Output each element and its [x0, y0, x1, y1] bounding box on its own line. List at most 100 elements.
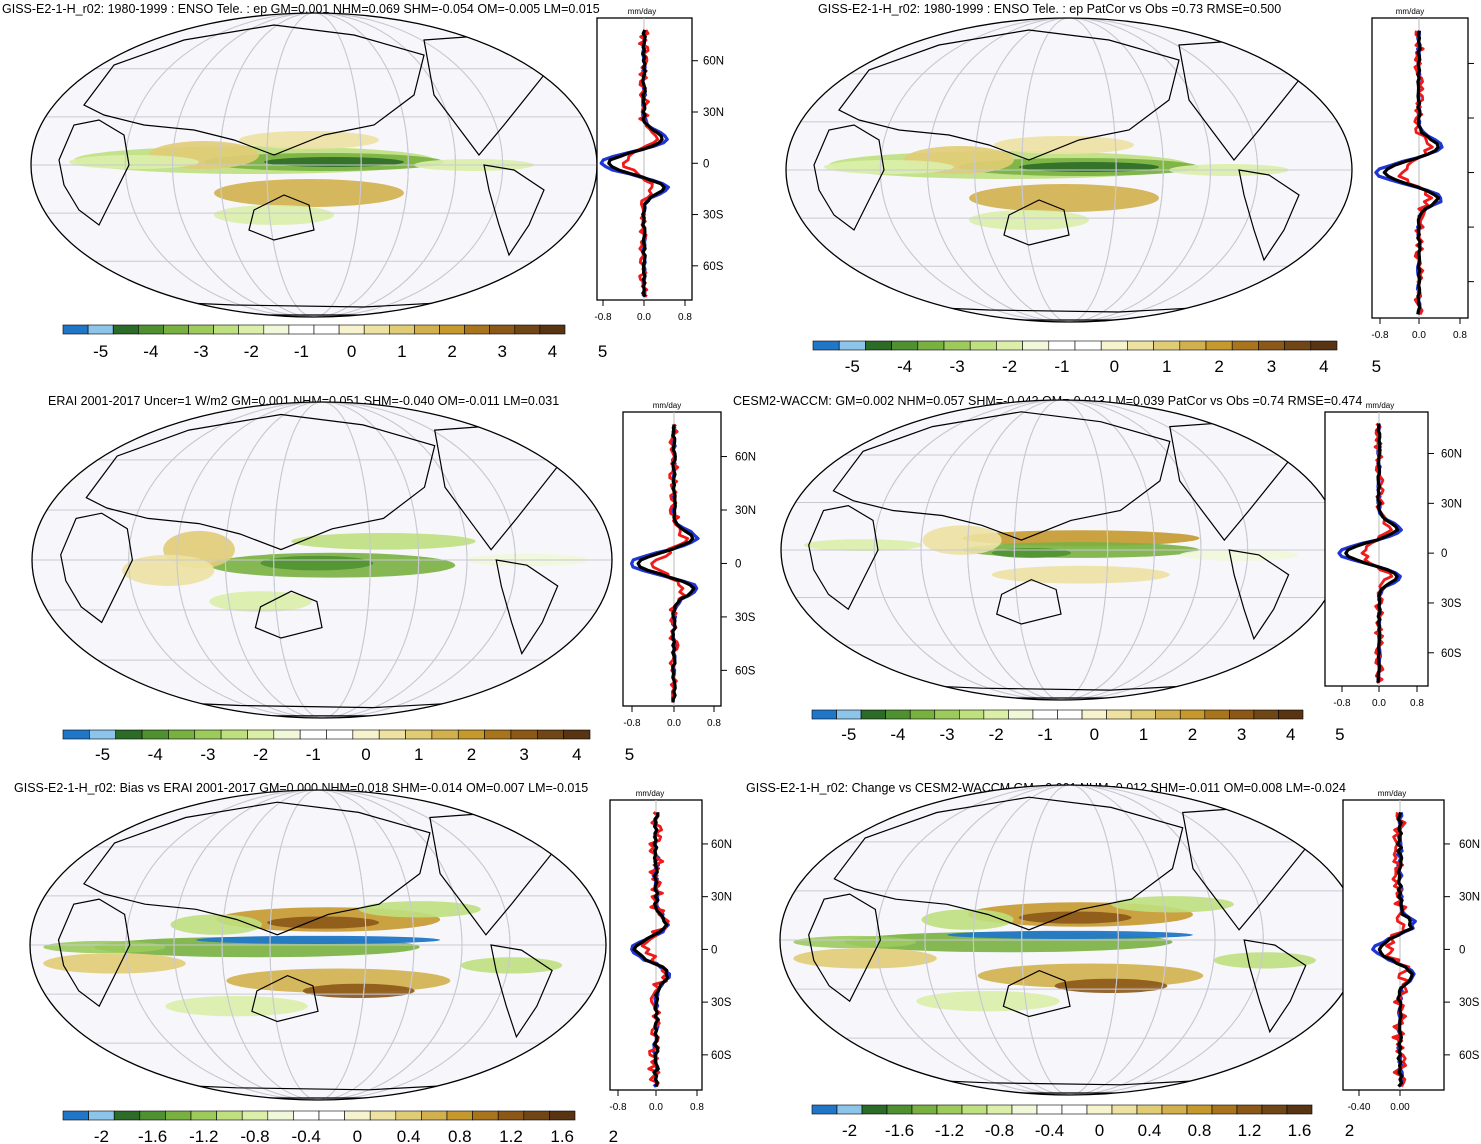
colorbar-label: -3: [939, 725, 954, 744]
colorbar-swatch: [1261, 1104, 1288, 1115]
anomaly-field: [1179, 549, 1299, 561]
x-tick-label: -0.8: [1371, 330, 1389, 341]
profile-curve: [607, 29, 666, 298]
colorbar-label: 0.4: [397, 1127, 421, 1144]
colorbar-swatch: [299, 729, 327, 740]
colorbar-label: 3: [498, 342, 507, 361]
colorbar-swatch: [141, 729, 169, 740]
x-tick-label: 0.0: [1412, 330, 1426, 341]
colorbar-swatch: [190, 1110, 217, 1121]
colorbar-label: 3: [519, 745, 528, 764]
colorbar: -5 -4 -3 -2 -1 0 1 2 3 4 5: [811, 709, 1345, 744]
colorbar-swatch: [363, 324, 390, 335]
x-tick-label: 0.0: [667, 718, 681, 729]
anomaly-field: [921, 909, 1014, 930]
colorbar-swatch: [87, 324, 114, 335]
colorbar-label: 2: [1188, 725, 1197, 744]
colorbar-swatch: [352, 729, 380, 740]
zonal-mean-profile: mm/day 60N 30N 0 30S 60S -0.8 0.0 0.8: [1324, 401, 1462, 709]
anomaly-field: [239, 131, 379, 149]
colorbar-label: -1.2: [935, 1121, 964, 1140]
colorbar-swatch: [338, 324, 365, 335]
anomaly-field: [1018, 911, 1132, 924]
colorbar-swatch: [563, 729, 591, 740]
profile-unit-label: mm/day: [1366, 401, 1394, 410]
colorbar-label: -4: [897, 357, 912, 376]
colorbar-swatch: [1186, 1104, 1213, 1115]
colorbar-label: 2: [1214, 357, 1223, 376]
colorbar-label: 5: [598, 342, 607, 361]
colorbar-swatch: [811, 709, 837, 720]
colorbar-label: -3: [193, 342, 208, 361]
colorbar-label: -5: [95, 745, 110, 764]
colorbar-swatch: [439, 324, 465, 335]
zonal-mean-profile: mm/day 60N 30N 0 30S 60S -0.40 0.00: [1342, 789, 1480, 1113]
zonal-mean-profile: mm/day 60N 30N 0 30S 60S -0.8 0.0 0.8: [622, 401, 756, 729]
colorbar-swatch: [891, 340, 919, 351]
anomaly-field: [1054, 978, 1168, 994]
colorbar-swatch: [1106, 709, 1132, 720]
colorbar-label: -4: [890, 725, 905, 744]
zonal-mean-profile: mm/day -0.8 0.0 0.8: [1371, 7, 1474, 341]
colorbar-swatch: [1011, 1104, 1038, 1115]
colorbar-swatch: [1258, 340, 1285, 351]
colorbar-label: -1: [1038, 725, 1053, 744]
colorbar-label: 0: [353, 1127, 362, 1144]
colorbar-label: 1.2: [1238, 1121, 1262, 1140]
anomaly-field: [195, 935, 441, 944]
colorbar-swatch: [1231, 340, 1259, 351]
panel-1: GISS-E2-1-H_r02: 1980-1999 : ENSO Tele. …: [2, 2, 724, 361]
colorbar-swatch: [1229, 709, 1255, 720]
lat-tick-label: 30N: [1459, 892, 1480, 904]
x-tick-label: 0.8: [678, 312, 692, 323]
lat-tick-label: 30N: [711, 892, 732, 904]
colorbar-swatch: [421, 1110, 448, 1121]
colorbar-label: 0: [347, 342, 356, 361]
x-tick-label: -0.8: [609, 1102, 627, 1113]
colorbar-label: -5: [841, 725, 856, 744]
colorbar-swatch: [113, 1110, 141, 1121]
colorbar-swatch: [1211, 1104, 1238, 1115]
colorbar-swatch: [497, 1110, 525, 1121]
anomaly-field: [1110, 896, 1234, 913]
graticule: [780, 785, 1360, 1095]
colorbar-swatch: [1204, 709, 1230, 720]
lat-tick-label: 60S: [1459, 1050, 1480, 1062]
x-tick-label: 0.8: [690, 1102, 704, 1113]
profile-curve: [636, 424, 696, 703]
lat-tick-label: 60N: [735, 452, 756, 464]
colorbar-swatch: [1061, 1104, 1088, 1115]
colorbar-label: -1.2: [189, 1127, 218, 1144]
panel-6: GISS-E2-1-H_r02: Change vs CESM2-WACCM G…: [746, 781, 1480, 1140]
colorbar-swatch: [1286, 1104, 1313, 1115]
colorbar-label: -2: [989, 725, 1004, 744]
graticule: [32, 402, 612, 718]
colorbar-label: 4: [1319, 357, 1328, 376]
colorbar-swatch: [213, 324, 240, 335]
anomaly-field: [267, 916, 380, 929]
lat-tick-label: 0: [711, 944, 717, 956]
profile-unit-label: mm/day: [1378, 789, 1406, 798]
panel-title: GISS-E2-1-H_r02: 1980-1999 : ENSO Tele. …: [2, 2, 600, 16]
colorbar-swatch: [1032, 709, 1058, 720]
colorbar-swatch: [188, 324, 214, 335]
colorbar-swatch: [934, 709, 960, 720]
colorbar-label: 0: [1095, 1121, 1104, 1140]
colorbar-swatch: [241, 1110, 269, 1121]
colorbar-swatch: [1161, 1104, 1188, 1115]
colorbar-swatch: [1236, 1104, 1263, 1115]
lat-tick-label: 30S: [1441, 598, 1462, 610]
anomaly-field: [460, 957, 563, 974]
panel-2: GISS-E2-1-H_r02: 1980-1999 : ENSO Tele. …: [785, 2, 1474, 376]
lat-tick-label: 60N: [711, 839, 732, 851]
colorbar-label: 1: [414, 745, 423, 764]
colorbar-swatch: [1130, 709, 1157, 720]
colorbar-swatch: [986, 1104, 1013, 1115]
profile-curve: [632, 812, 669, 1088]
colorbar-label: 0: [361, 745, 370, 764]
colorbar-swatch: [457, 729, 485, 740]
colorbar-label: -3: [950, 357, 965, 376]
anomaly-field: [260, 555, 374, 571]
colorbar-label: 0.8: [1188, 1121, 1212, 1140]
colorbar-swatch: [1100, 340, 1128, 351]
